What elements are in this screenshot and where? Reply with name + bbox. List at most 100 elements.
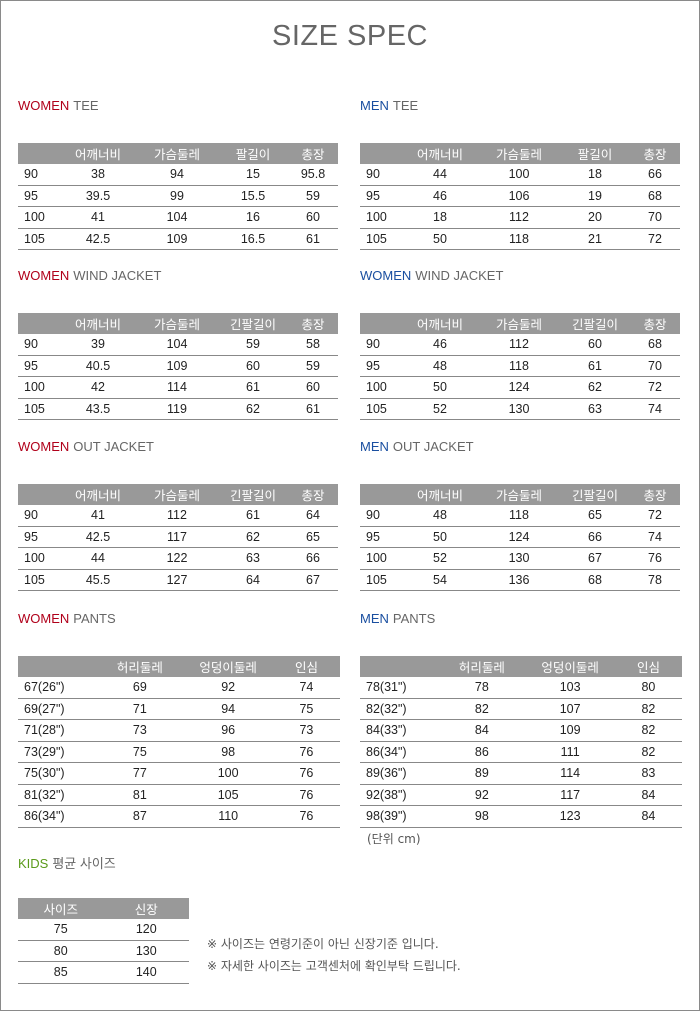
table-cell: 82 <box>614 698 682 720</box>
table-row: 86(34") 87 110 76 <box>18 805 340 828</box>
unit-label: (단위 cm) <box>367 832 421 846</box>
table-row: 100 42 114 61 60 <box>18 376 338 399</box>
table-cell: 95 <box>18 355 60 377</box>
table-cell: 76 <box>630 547 680 570</box>
column-header: 가슴둘레 <box>478 143 560 164</box>
size-table: 어깨너비 가슴둘레 긴팔길이 총장 90 41 112 61 64 95 42.5 117 62 65 10… <box>18 484 338 591</box>
table-cell: 76 <box>272 741 340 763</box>
table-cell: 60 <box>560 334 630 356</box>
table-cell: 72 <box>630 376 680 399</box>
table-cell: 60 <box>288 206 338 229</box>
table-cell: 89 <box>438 762 526 785</box>
table-row: 105 43.5 119 62 61 <box>18 398 338 420</box>
table-row: 105 42.5 109 16.5 61 <box>18 228 338 250</box>
column-header <box>18 143 60 164</box>
section-name: OUT JACKET <box>73 439 154 454</box>
size-table: 어깨너비 가슴둘레 긴팔길이 총장 90 46 112 60 68 95 48 118 61 70 100 5… <box>360 313 680 420</box>
table-row: 78(31") 78 103 80 <box>360 677 682 699</box>
table-cell: 90 <box>18 334 60 356</box>
table-cell: 81(32") <box>18 784 97 806</box>
note: ※ 자세한 사이즈는 고객센처에 확인부탁 드립니다. <box>207 959 461 973</box>
section-name: OUT JACKET <box>392 439 474 454</box>
column-header: 팔길이 <box>218 143 288 164</box>
page-title: SIZE SPEC <box>272 20 428 52</box>
table-cell: 127 <box>136 569 218 591</box>
table-cell: 75 <box>18 919 104 941</box>
table-cell: 80 <box>614 677 682 699</box>
table-cell: 86(34") <box>360 741 439 763</box>
column-header: 가슴둘레 <box>136 143 218 164</box>
column-header: 사이즈 <box>18 898 104 919</box>
table-cell: 90 <box>18 164 60 186</box>
table-cell: 58 <box>288 334 338 356</box>
column-header: 어깨너비 <box>60 484 136 505</box>
table-row: 100 44 122 63 66 <box>18 547 338 570</box>
table-row: 90 46 112 60 68 <box>360 334 680 356</box>
table-cell: 100 <box>478 164 560 186</box>
table-cell: 92 <box>438 784 526 806</box>
table-cell: 84(33") <box>360 719 439 742</box>
table-row: 92(38") 92 117 84 <box>360 784 682 806</box>
table-header: 어깨너비 가슴둘레 긴팔길이 총장 <box>18 484 338 505</box>
table-cell: 124 <box>478 376 560 399</box>
table-cell: 15 <box>218 164 288 186</box>
column-header: 긴팔길이 <box>218 484 288 505</box>
table-cell: 19 <box>560 185 630 207</box>
table-cell: 41 <box>60 206 136 229</box>
table-cell: 74 <box>630 526 680 548</box>
table-cell: 71(28") <box>18 719 97 742</box>
table-cell: 41 <box>60 505 136 527</box>
table-cell: 110 <box>183 805 273 828</box>
table-cell: 72 <box>630 505 680 527</box>
table-cell: 52 <box>402 547 478 570</box>
section-title: WOMEN PANTS <box>18 611 340 633</box>
section-title: MEN OUT JACKET <box>360 439 680 461</box>
table-cell: 68 <box>560 569 630 591</box>
size-table: 어깨너비 가슴둘레 긴팔길이 총장 90 48 118 65 72 95 50 124 66 74 100 5… <box>360 484 680 591</box>
table-cell: 84 <box>438 719 526 742</box>
table-cell: 87 <box>96 805 184 828</box>
section-title: WOMEN TEE <box>18 98 338 120</box>
table-cell: 62 <box>218 398 288 420</box>
table-row: 95 40.5 109 60 59 <box>18 355 338 377</box>
table-cell: 98 <box>438 805 526 828</box>
table-cell: 84 <box>614 805 682 828</box>
column-header: 어깨너비 <box>402 143 478 164</box>
table-cell: 76 <box>272 805 340 828</box>
section-accent: WOMEN <box>18 268 70 283</box>
table-cell: 76 <box>272 784 340 806</box>
table-cell: 61 <box>288 228 338 250</box>
table-cell: 48 <box>402 355 478 377</box>
section-title: WOMEN OUT JACKET <box>18 439 338 461</box>
table-cell: 117 <box>136 526 218 548</box>
table-row: 100 50 124 62 72 <box>360 376 680 399</box>
table-cell: 81 <box>96 784 184 806</box>
table-cell: 92 <box>183 677 273 699</box>
table-cell: 105 <box>360 398 402 420</box>
table-row: 75 120 <box>18 919 189 941</box>
table-cell: 59 <box>288 355 338 377</box>
table-cell: 105 <box>18 228 60 250</box>
table-cell: 39.5 <box>60 185 136 207</box>
column-header: 긴팔길이 <box>218 313 288 334</box>
section-women-wind-jacket: WOMEN WIND JACKET 어깨너비 가슴둘레 긴팔길이 총장 90 39 104 59 5… <box>18 268 338 420</box>
table-cell: 112 <box>478 334 560 356</box>
table-cell: 90 <box>360 505 402 527</box>
size-table: 어깨너비 가슴둘레 긴팔길이 총장 90 39 104 59 58 95 40.5 109 60 59 10… <box>18 313 338 420</box>
column-header: 총장 <box>630 484 680 505</box>
table-cell: 78 <box>438 677 526 699</box>
table-cell: 82 <box>438 698 526 720</box>
table-cell: 86 <box>438 741 526 763</box>
column-header: 신장 <box>103 898 189 919</box>
table-cell: 95 <box>18 526 60 548</box>
table-header: 어깨너비 가슴둘레 긴팔길이 총장 <box>18 313 338 334</box>
table-cell: 104 <box>136 334 218 356</box>
column-header: 긴팔길이 <box>560 484 630 505</box>
table-row: 71(28") 73 96 73 <box>18 719 340 742</box>
table-cell: 114 <box>136 376 218 399</box>
section-title: WOMEN WIND JACKET <box>18 268 338 290</box>
table-cell: 66 <box>560 526 630 548</box>
table-cell: 74 <box>272 677 340 699</box>
section-title: MEN PANTS <box>360 611 682 633</box>
column-header: 총장 <box>288 143 338 164</box>
